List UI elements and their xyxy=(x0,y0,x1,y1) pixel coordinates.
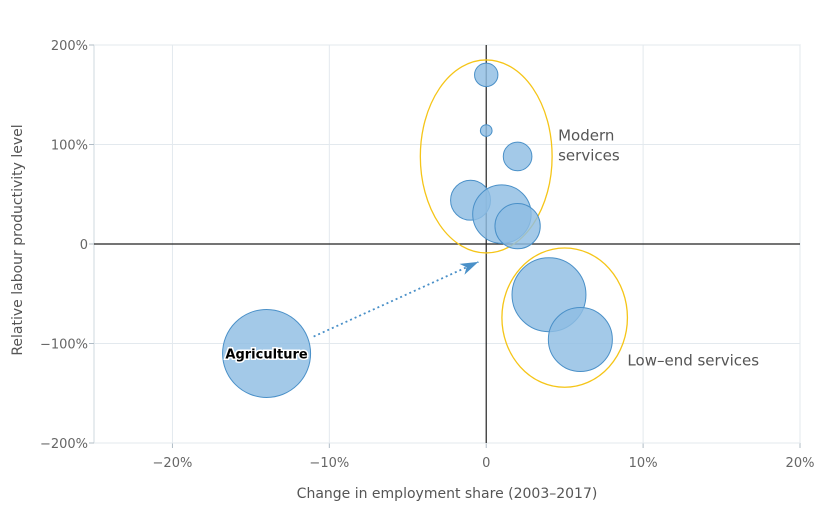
bubble xyxy=(494,202,541,250)
x-axis-title: Change in employment share (2003–2017) xyxy=(297,486,598,502)
x-tick-label: −10% xyxy=(309,456,349,471)
bubble-agriculture xyxy=(222,308,312,398)
arrow-annotation xyxy=(313,261,479,338)
y-tick-label: −100% xyxy=(40,338,88,353)
x-tick-label: 20% xyxy=(786,456,815,471)
x-tick-label: −20% xyxy=(153,456,193,471)
grid xyxy=(89,44,801,448)
arrow-line xyxy=(313,261,479,338)
group-label: Low–end services xyxy=(627,352,759,370)
y-tick-label: 200% xyxy=(51,39,88,54)
group-label: Modern xyxy=(558,126,614,144)
bubbles xyxy=(222,62,613,398)
group-ellipses xyxy=(419,59,629,388)
y-tick-label: 0 xyxy=(80,238,88,253)
bubble xyxy=(502,141,533,172)
group-label: services xyxy=(558,146,620,164)
tick-labels: −20% −10% 0 10% 20% 200% 100% 0 −100% −200% xyxy=(40,39,815,471)
bubble xyxy=(479,124,493,137)
x-tick-label: 0 xyxy=(482,456,490,471)
bubble xyxy=(547,307,613,373)
y-axis-title: Relative labour productivity level xyxy=(10,124,26,355)
arrow-head xyxy=(459,261,479,275)
x-tick-label: 10% xyxy=(629,456,658,471)
y-tick-label: 100% xyxy=(51,139,88,154)
bubble xyxy=(474,62,499,88)
agriculture-label: Agriculture xyxy=(225,347,308,362)
group-ellipse xyxy=(419,59,553,254)
annotation-labels: Modern services Low–end services Agricultur… xyxy=(224,126,759,370)
group-ellipse xyxy=(501,247,629,388)
axes xyxy=(94,45,800,443)
y-tick-label: −200% xyxy=(40,437,88,452)
